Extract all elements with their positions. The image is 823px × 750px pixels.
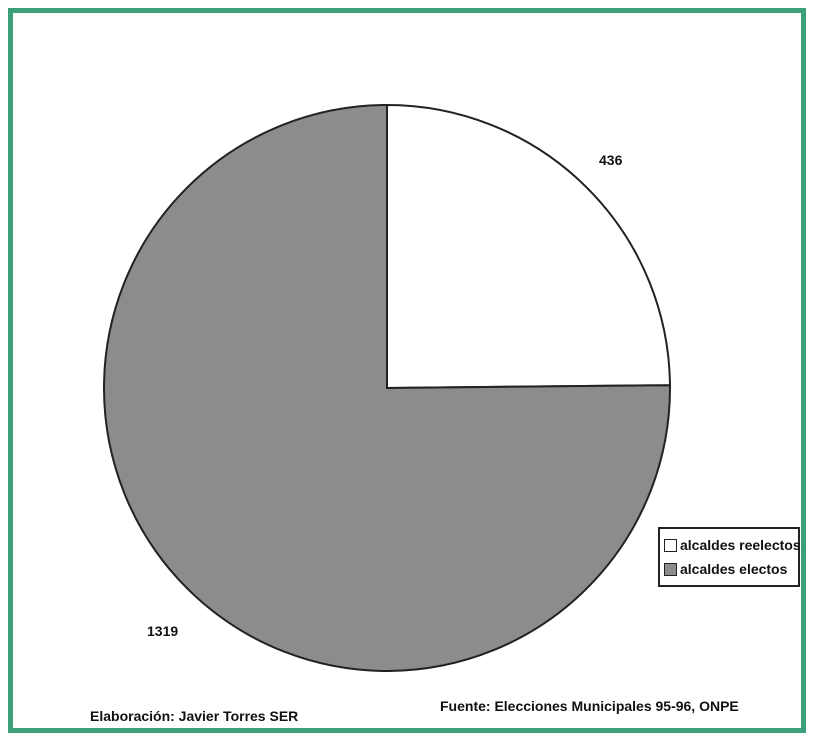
source-text: Fuente: Elecciones Municipales 95-96, ON… xyxy=(440,698,739,714)
data-label-electos: 1319 xyxy=(147,623,179,639)
legend: alcaldes reelectos alcaldes electos xyxy=(658,527,801,587)
data-label-reelectos: 436 xyxy=(599,152,623,168)
legend-item-reelectos: alcaldes reelectos xyxy=(664,533,801,557)
legend-label-electos: alcaldes electos xyxy=(680,561,788,577)
legend-item-electos: alcaldes electos xyxy=(664,557,794,581)
pie-slice-reelectos xyxy=(386,103,671,390)
legend-label-reelectos: alcaldes reelectos xyxy=(680,537,801,553)
legend-swatch-electos-icon xyxy=(664,562,677,576)
credit-text: Elaboración: Javier Torres SER xyxy=(90,708,299,724)
pie-slice-electos xyxy=(103,103,671,672)
legend-swatch-reelectos-icon xyxy=(664,538,677,552)
